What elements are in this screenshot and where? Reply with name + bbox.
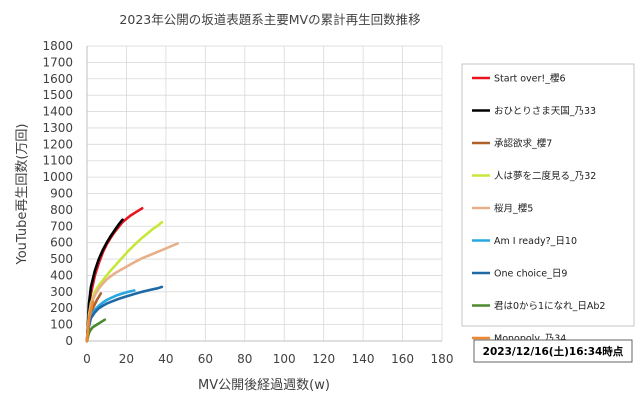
legend-label: Start over!_櫻6 bbox=[494, 73, 566, 85]
y-tick-label: 900 bbox=[50, 187, 73, 201]
y-tick-label: 1200 bbox=[42, 137, 73, 151]
series-line-8 bbox=[85, 300, 95, 343]
y-tick-label: 0 bbox=[65, 334, 73, 348]
legend-label: おひとりさま天国_乃33 bbox=[494, 106, 596, 117]
y-tick-label: 1000 bbox=[42, 170, 73, 184]
x-tick-label: 120 bbox=[312, 352, 335, 366]
y-tick-label: 800 bbox=[50, 203, 73, 217]
x-tick-label: 60 bbox=[198, 352, 213, 366]
y-tick-label: 1700 bbox=[42, 55, 73, 69]
y-tick-label: 100 bbox=[50, 318, 73, 332]
series-line-4 bbox=[85, 242, 179, 343]
y-tick-label: 300 bbox=[50, 285, 73, 299]
legend: Start over!_櫻6 おひとりさま天国_乃33 承認欲求_櫻7 人は夢を二度見… bbox=[472, 73, 605, 345]
grid bbox=[86, 45, 443, 342]
y-axis-ticks: 0 100 200 300 400 500 600 700 800 900 1000 1100 1200… bbox=[42, 39, 73, 348]
legend-label: 桜月_櫻5 bbox=[494, 203, 533, 215]
y-tick-label: 1800 bbox=[42, 39, 73, 53]
x-tick-label: 80 bbox=[237, 352, 252, 366]
chart-title: 2023年公開の坂道表題系主要MVの累計再生回数推移 bbox=[119, 12, 420, 27]
series-lines bbox=[85, 207, 179, 343]
timestamp-box bbox=[473, 339, 633, 363]
y-tick-label: 1500 bbox=[42, 88, 73, 102]
legend-label: 人は夢を二度見る_乃32 bbox=[494, 170, 596, 182]
plot-area bbox=[86, 46, 442, 342]
y-tick-label: 700 bbox=[50, 219, 73, 233]
y-tick-label: 1400 bbox=[42, 105, 73, 119]
legend-label: Monopoly_乃34 bbox=[494, 334, 566, 345]
x-tick-label: 140 bbox=[352, 352, 375, 366]
y-tick-label: 1100 bbox=[42, 154, 73, 168]
legend-label: 承認欲求_櫻7 bbox=[494, 138, 552, 150]
series-line-1 bbox=[85, 218, 124, 343]
y-tick-label: 200 bbox=[50, 301, 73, 315]
y-tick-label: 600 bbox=[50, 236, 73, 250]
x-tick-label: 160 bbox=[391, 352, 414, 366]
legend-label: 君は0から1になれ_日Ab2 bbox=[494, 301, 605, 312]
legend-label: Am I ready?_日10 bbox=[494, 236, 577, 247]
y-tick-label: 1600 bbox=[42, 72, 73, 86]
x-tick-label: 0 bbox=[83, 352, 91, 366]
legend-label: One choice_日9 bbox=[494, 269, 567, 280]
x-tick-label: 100 bbox=[273, 352, 296, 366]
y-axis-title: YouTube再生回数(万回) bbox=[15, 123, 30, 265]
series-line-6 bbox=[85, 285, 164, 343]
x-tick-label: 20 bbox=[119, 352, 134, 366]
y-tick-label: 400 bbox=[50, 268, 73, 282]
y-tick-label: 1300 bbox=[42, 121, 73, 135]
timestamp-annotation: 2023/12/16(土)16:34時点 bbox=[483, 345, 624, 358]
x-axis-ticks: 0 20 40 60 80 100 120 140 160 180 bbox=[83, 352, 453, 366]
x-tick-label: 40 bbox=[158, 352, 173, 366]
x-axis-title: MV公開後経過週数(w) bbox=[198, 378, 330, 393]
y-tick-label: 500 bbox=[50, 252, 73, 266]
x-tick-label: 180 bbox=[431, 352, 454, 366]
legend-box bbox=[461, 63, 635, 327]
